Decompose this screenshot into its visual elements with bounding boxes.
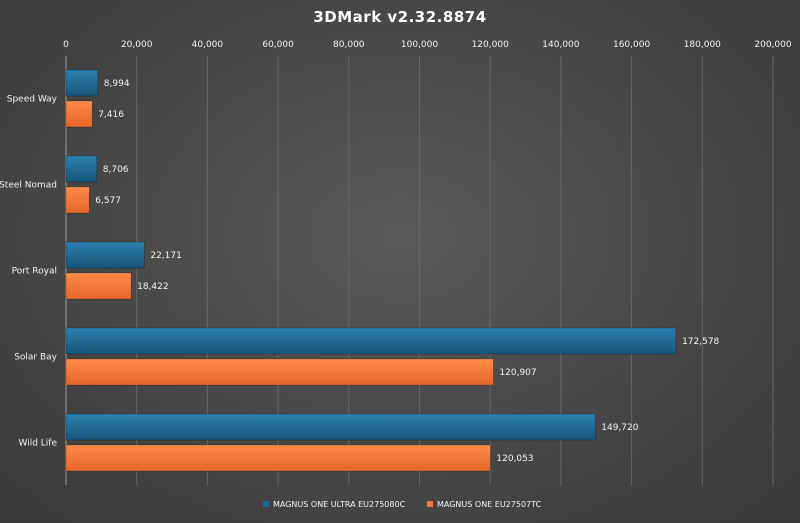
bar-solar-bay-series-1 xyxy=(65,327,677,355)
x-tick-label: 40,000 xyxy=(192,40,224,50)
bar-layer xyxy=(65,69,677,472)
bar-speed-way-series-2 xyxy=(65,100,93,128)
data-label: 22,171 xyxy=(150,251,182,261)
data-label: 149,720 xyxy=(601,423,638,433)
x-tick-label: 100,000 xyxy=(401,40,438,50)
legend-label-series-2: MAGNUS ONE EU27507TC xyxy=(437,500,542,509)
x-tick-label: 60,000 xyxy=(262,40,294,50)
bar-steel-nomad-series-2 xyxy=(65,186,90,214)
data-label: 172,578 xyxy=(682,337,719,347)
x-tick-label: 20,000 xyxy=(121,40,153,50)
bar-steel-nomad-series-1 xyxy=(65,155,98,183)
x-tick-label: 80,000 xyxy=(333,40,365,50)
y-category-label: Wild Life xyxy=(19,439,58,449)
bar-wild-life-series-1 xyxy=(65,413,596,441)
data-label: 6,577 xyxy=(95,196,121,206)
bar-speed-way-series-1 xyxy=(65,69,99,97)
legend-label-series-1: MAGNUS ONE ULTRA EU275080C xyxy=(273,500,406,509)
y-category-label: Speed Way xyxy=(7,95,58,105)
x-tick-label: 160,000 xyxy=(613,40,650,50)
bar-wild-life-series-2 xyxy=(65,444,491,472)
bar-solar-bay-series-2 xyxy=(65,358,494,386)
legend-swatch-series-2 xyxy=(427,501,433,507)
bar-port-royal-series-2 xyxy=(65,272,132,300)
x-tick-label: 120,000 xyxy=(472,40,509,50)
y-category-label: Port Royal xyxy=(12,267,57,277)
data-label: 120,053 xyxy=(496,454,533,464)
chart-title: 3DMark v2.32.8874 xyxy=(313,8,487,26)
x-tick-label: 0 xyxy=(63,40,69,50)
bar-port-royal-series-1 xyxy=(65,241,145,269)
grid-layer xyxy=(65,56,774,485)
data-label: 120,907 xyxy=(499,368,536,378)
legend-swatch-series-1 xyxy=(263,501,269,507)
x-tick-label: 180,000 xyxy=(684,40,721,50)
y-category-label: Solar Bay xyxy=(14,353,57,363)
y-category-label: Steel Nomad xyxy=(0,181,57,191)
data-label: 8,706 xyxy=(103,165,129,175)
data-label: 18,422 xyxy=(137,282,169,292)
x-tick-label: 200,000 xyxy=(754,40,791,50)
label-layer: 0 20,000 40,000 60,000 80,000 100,000 120,000 1… xyxy=(0,40,792,464)
legend: MAGNUS ONE ULTRA EU275080C MAGNUS ONE EU2… xyxy=(263,500,542,509)
x-tick-label: 140,000 xyxy=(542,40,579,50)
data-label: 8,994 xyxy=(104,79,130,89)
data-label: 7,416 xyxy=(98,110,124,120)
